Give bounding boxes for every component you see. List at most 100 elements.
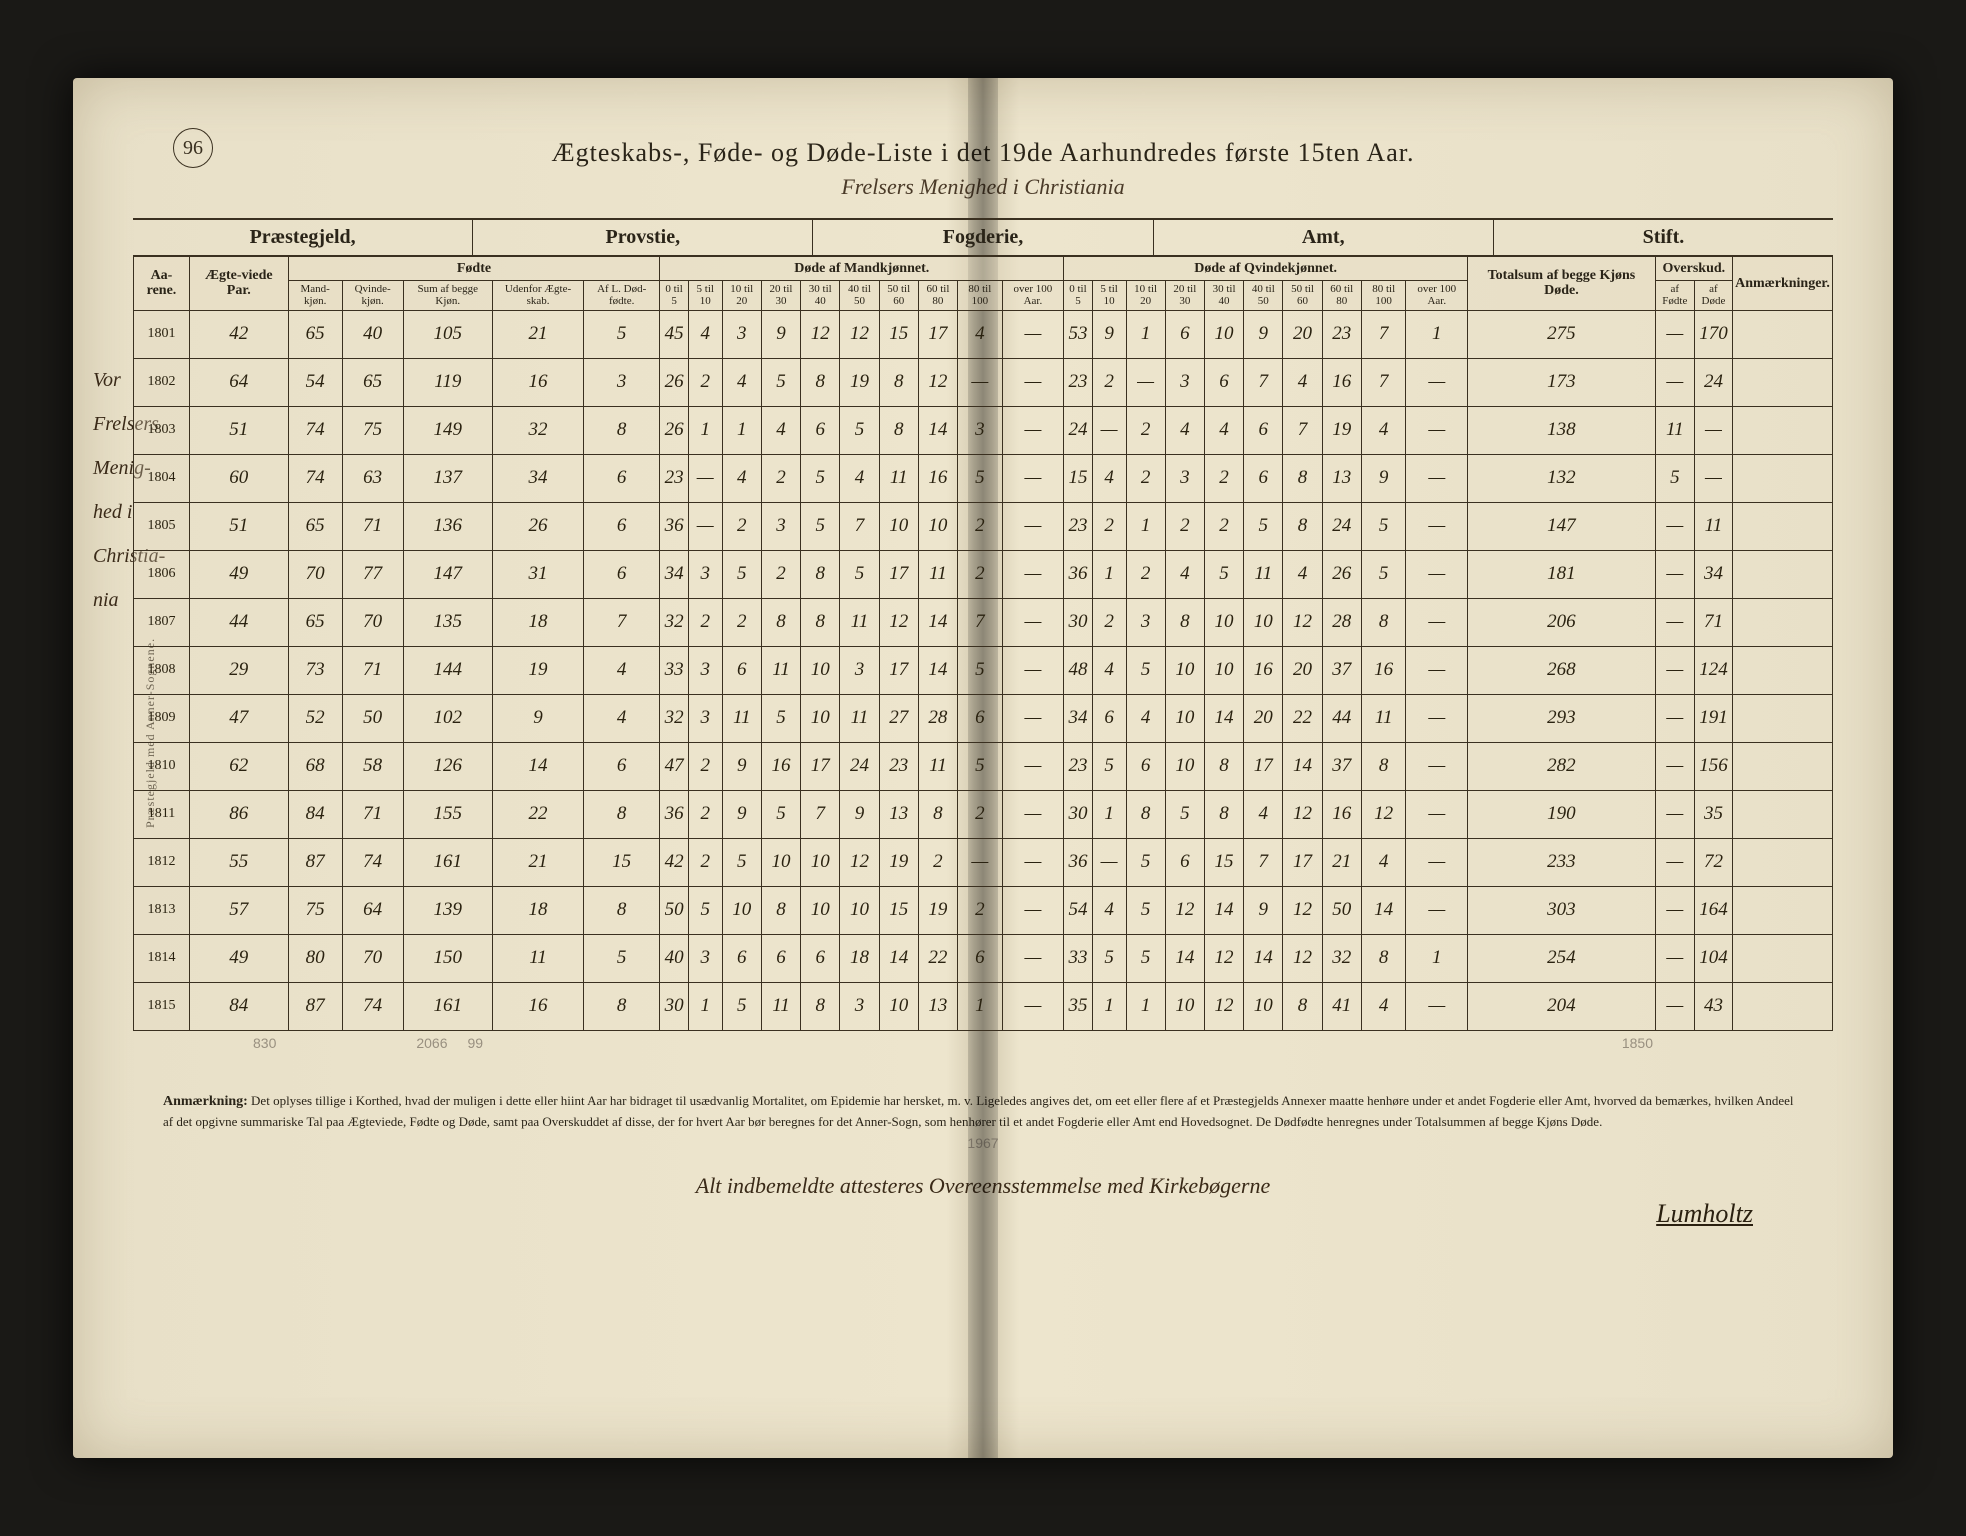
cell-value: 11	[1361, 694, 1406, 742]
cell-value: 2	[958, 550, 1003, 598]
cell-value: 105	[403, 310, 493, 358]
book-spread: 96 Ægteskabs-, Føde- og Døde-Liste i det…	[73, 78, 1893, 1458]
cell-value: 102	[403, 694, 493, 742]
cell-value: 9	[722, 790, 761, 838]
cell-value: 164	[1694, 886, 1732, 934]
cell-value: 1	[688, 982, 722, 1030]
cell-value: 27	[879, 694, 918, 742]
cell-value: 28	[918, 694, 957, 742]
cell-value: 72	[1694, 838, 1732, 886]
cell-value: 17	[1244, 742, 1283, 790]
cell-value: 23	[1064, 742, 1093, 790]
cell-value: 16	[1322, 790, 1361, 838]
cell-value: —	[1655, 646, 1694, 694]
cell-value: 3	[688, 934, 722, 982]
cell-value: 4	[1283, 550, 1322, 598]
cell-year: 1803	[134, 406, 190, 454]
cell-value: 24	[1322, 502, 1361, 550]
cell-value: 18	[840, 934, 879, 982]
cell-year: 1806	[134, 550, 190, 598]
cell-value: 206	[1468, 598, 1656, 646]
cell-value: 10	[1165, 694, 1204, 742]
cell-value: 49	[189, 550, 288, 598]
cell-value: 32	[493, 406, 584, 454]
cell-value: 4	[761, 406, 800, 454]
col-age-range: 5 til 10	[1092, 281, 1126, 310]
cell-value: 4	[840, 454, 879, 502]
cell-value: 41	[1322, 982, 1361, 1030]
cell-value: 75	[342, 406, 403, 454]
table-body: 180142654010521545439121215174—539161092…	[134, 310, 1833, 1030]
cell-value: 70	[342, 934, 403, 982]
cell-value: 6	[1244, 406, 1283, 454]
cell-value: 173	[1468, 358, 1656, 406]
cell-value: 8	[1283, 454, 1322, 502]
cell-value: 26	[493, 502, 584, 550]
cell-value: 45	[660, 310, 689, 358]
cell-value: 51	[189, 502, 288, 550]
cell-value: 19	[1322, 406, 1361, 454]
cell-year: 1813	[134, 886, 190, 934]
cell-value: 10	[801, 694, 840, 742]
cell-value: 5	[1655, 454, 1694, 502]
cell-value: 14	[879, 934, 918, 982]
cell-value: 5	[1126, 646, 1165, 694]
cell-value: 5	[1126, 934, 1165, 982]
cell-value: —	[1002, 550, 1064, 598]
cell-value: 8	[1204, 790, 1243, 838]
cell-value: 47	[189, 694, 288, 742]
cell-value: 21	[493, 310, 584, 358]
cell-value: 63	[342, 454, 403, 502]
cell-value: 12	[840, 310, 879, 358]
cell-value: 50	[1322, 886, 1361, 934]
cell-value: 23	[1322, 310, 1361, 358]
cell-year: 1809	[134, 694, 190, 742]
col-age-range: 0 til 5	[1064, 281, 1093, 310]
cell-value: 22	[918, 934, 957, 982]
cell-year: 1802	[134, 358, 190, 406]
cell-value: 12	[879, 598, 918, 646]
cell-value: 54	[1064, 886, 1093, 934]
cell-value: 11	[879, 454, 918, 502]
cell-value: 8	[583, 790, 659, 838]
cell-value: 8	[801, 550, 840, 598]
col-age-range: 50 til 60	[1283, 281, 1322, 310]
cell-value: 190	[1468, 790, 1656, 838]
cell-value: 33	[1064, 934, 1093, 982]
cell-value: —	[1406, 406, 1468, 454]
cell-value: 1	[688, 406, 722, 454]
cell-value: 42	[189, 310, 288, 358]
cell-value: 15	[879, 310, 918, 358]
cell-value: 6	[722, 934, 761, 982]
cell-value	[1732, 502, 1832, 550]
cell-value: —	[1002, 694, 1064, 742]
cell-value: 10	[1204, 310, 1243, 358]
cell-value: 29	[189, 646, 288, 694]
cell-value: 19	[493, 646, 584, 694]
cell-value: 9	[1244, 310, 1283, 358]
table-row: 18074465701351873222881112147—3023810101…	[134, 598, 1833, 646]
pencil-note: 99	[468, 1035, 484, 1051]
cell-value: 40	[660, 934, 689, 982]
cell-value: —	[1694, 406, 1732, 454]
cell-value: 10	[1165, 742, 1204, 790]
cell-value: 9	[493, 694, 584, 742]
cell-value	[1732, 838, 1832, 886]
cell-value: 4	[1092, 646, 1126, 694]
cell-value: 5	[1361, 502, 1406, 550]
cell-value: 17	[1283, 838, 1322, 886]
cell-value: 5	[1092, 742, 1126, 790]
cell-value: 5	[722, 982, 761, 1030]
cell-value: 16	[493, 982, 584, 1030]
cell-value: 74	[342, 982, 403, 1030]
cell-value: 19	[918, 886, 957, 934]
col-overskud-sub: af Døde	[1694, 281, 1732, 310]
cell-value: 32	[660, 694, 689, 742]
cell-value: 5	[801, 454, 840, 502]
cell-value: —	[1002, 934, 1064, 982]
cell-value: 12	[1361, 790, 1406, 838]
cell-value: 3	[1165, 454, 1204, 502]
cell-value: 64	[342, 886, 403, 934]
cell-value: —	[1406, 790, 1468, 838]
cell-value: —	[1002, 502, 1064, 550]
